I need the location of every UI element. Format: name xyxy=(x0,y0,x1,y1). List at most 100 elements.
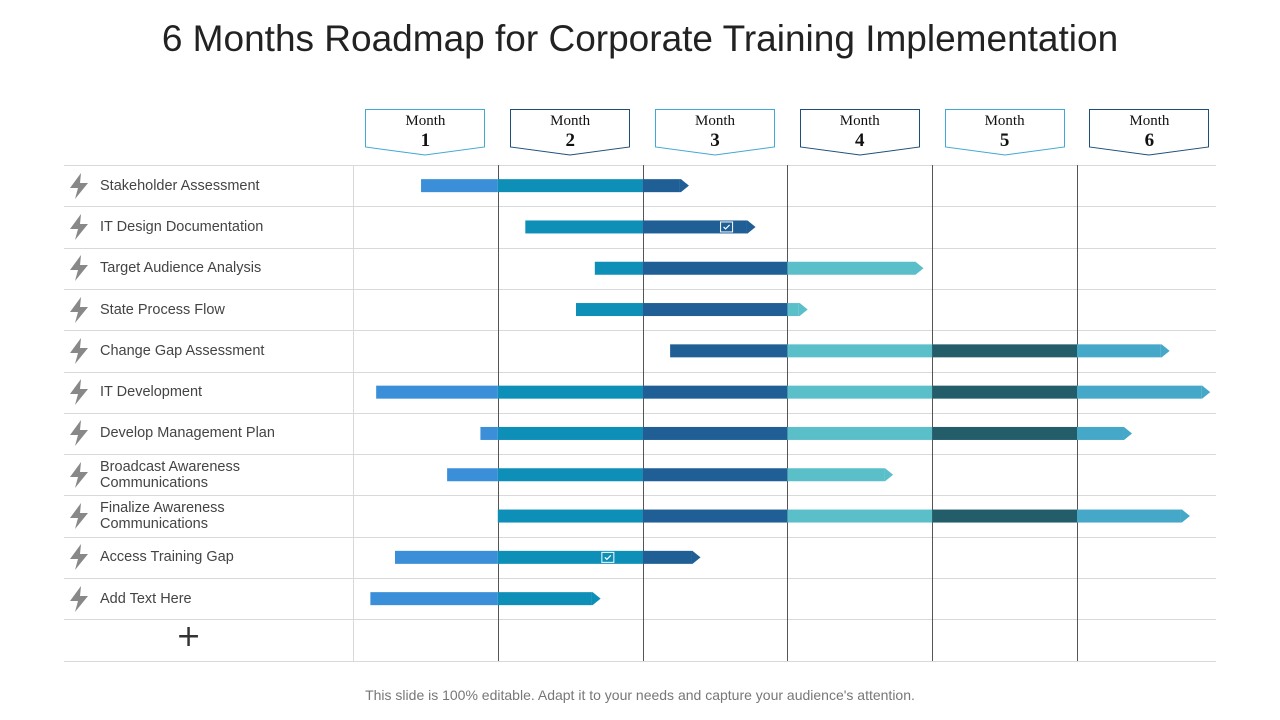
task-bar-segment xyxy=(642,385,788,399)
task-bar-arrow xyxy=(798,303,808,317)
task-bar-segment xyxy=(1077,509,1181,523)
task-label: IT Design Documentation xyxy=(100,218,264,235)
add-row-button[interactable]: + xyxy=(176,619,202,654)
task-bar-arrow xyxy=(1160,344,1170,358)
task-bar-arrow xyxy=(679,179,689,193)
task-bar-segment xyxy=(497,426,643,440)
month-word: Month xyxy=(550,113,591,129)
lightning-icon xyxy=(68,503,90,534)
row-divider xyxy=(64,165,1216,166)
month-word: Month xyxy=(694,113,735,129)
task-bar-segment xyxy=(642,426,788,440)
task-bar-segment xyxy=(787,303,799,317)
task-label: Add Text Here xyxy=(100,590,192,607)
row-divider xyxy=(64,206,1216,208)
task-label: Develop Management Plan xyxy=(100,425,275,442)
task-bar-segment xyxy=(642,303,788,317)
task-bar-segment xyxy=(932,509,1077,523)
lightning-icon xyxy=(68,213,90,245)
task-bar-segment xyxy=(394,550,498,564)
task-bar-segment xyxy=(1077,344,1161,358)
task-bar-segment xyxy=(525,220,643,234)
task-bar-segment xyxy=(787,468,885,482)
row-divider xyxy=(64,412,1216,414)
row-divider xyxy=(64,660,1216,662)
month-number: 5 xyxy=(999,130,1010,151)
month-boundary-line xyxy=(1077,165,1078,661)
task-bar-segment xyxy=(497,385,643,399)
month-word: Month xyxy=(405,113,446,129)
row-divider xyxy=(64,578,1216,579)
month-header-1: Month 1 xyxy=(365,109,486,156)
month-word: Month xyxy=(984,113,1025,129)
task-label: Stakeholder Assessment xyxy=(100,177,260,194)
lightning-icon xyxy=(68,379,90,410)
milestone-check-icon xyxy=(601,551,615,563)
task-bar-segment xyxy=(932,344,1077,358)
task-bar-arrow xyxy=(914,261,924,275)
row-divider xyxy=(64,454,1216,456)
task-bar-segment xyxy=(787,261,915,275)
lightning-icon xyxy=(68,585,90,617)
month-number: 1 xyxy=(420,130,431,151)
month-boundary-line xyxy=(497,165,499,661)
task-label: IT Development xyxy=(100,384,203,401)
task-bar-segment xyxy=(642,468,788,482)
row-divider xyxy=(64,619,1216,621)
task-bar-segment xyxy=(575,303,643,317)
label-column-divider xyxy=(353,165,354,661)
month-boundary-line xyxy=(932,165,934,661)
lightning-icon xyxy=(68,337,90,369)
footer-note: This slide is 100% editable. Adapt it to… xyxy=(365,687,915,703)
month-number: 2 xyxy=(565,130,575,151)
task-bar-segment xyxy=(787,509,933,523)
task-bar-segment xyxy=(376,385,498,399)
task-bar-segment xyxy=(642,509,788,523)
page-title: 6 Months Roadmap for Corporate Training … xyxy=(161,18,1119,59)
row-divider xyxy=(64,536,1216,538)
task-bar-segment xyxy=(497,550,643,564)
month-boundary-line xyxy=(642,165,644,661)
month-header-5: Month 5 xyxy=(944,109,1065,156)
task-label: Broadcast Awareness Communications xyxy=(100,458,240,491)
month-header-3: Month 3 xyxy=(655,109,775,156)
task-bar-segment xyxy=(642,179,680,193)
month-number: 6 xyxy=(1144,130,1155,151)
task-bar-segment xyxy=(447,468,498,482)
row-divider xyxy=(64,247,1216,249)
row-divider xyxy=(64,371,1216,373)
lightning-icon xyxy=(68,544,90,575)
task-bar-arrow xyxy=(691,550,701,564)
task-bar-segment xyxy=(497,468,643,482)
task-label: Target Audience Analysis xyxy=(100,260,262,277)
task-bar-segment xyxy=(787,385,933,399)
task-bar-segment xyxy=(421,179,498,193)
task-bar-segment xyxy=(497,509,643,523)
month-boundary-line xyxy=(787,165,789,661)
lightning-icon xyxy=(68,420,90,451)
task-bar-arrow xyxy=(591,592,601,606)
row-divider xyxy=(64,495,1216,497)
lightning-icon xyxy=(68,296,90,328)
task-bar-segment xyxy=(787,344,933,358)
month-header-6: Month 6 xyxy=(1089,109,1210,156)
task-bar-arrow xyxy=(884,468,894,482)
task-bar-segment xyxy=(594,261,643,275)
task-bar-segment xyxy=(480,426,498,440)
task-bar-arrow xyxy=(1201,385,1211,399)
task-bar-segment xyxy=(932,385,1077,399)
task-bar-segment xyxy=(670,344,788,358)
task-label: Change Gap Assessment xyxy=(100,342,265,359)
task-label: Finalize Awareness Communications xyxy=(100,500,225,533)
row-divider xyxy=(64,330,1216,332)
month-header-2: Month 2 xyxy=(510,109,631,156)
row-divider xyxy=(64,288,1216,290)
lightning-icon xyxy=(68,255,90,286)
task-bar-arrow xyxy=(746,220,756,234)
task-label: State Process Flow xyxy=(100,301,225,318)
month-number: 3 xyxy=(710,130,720,151)
task-bar-segment xyxy=(497,179,643,193)
task-bar-arrow xyxy=(1123,426,1133,440)
task-bar-segment xyxy=(932,426,1077,440)
